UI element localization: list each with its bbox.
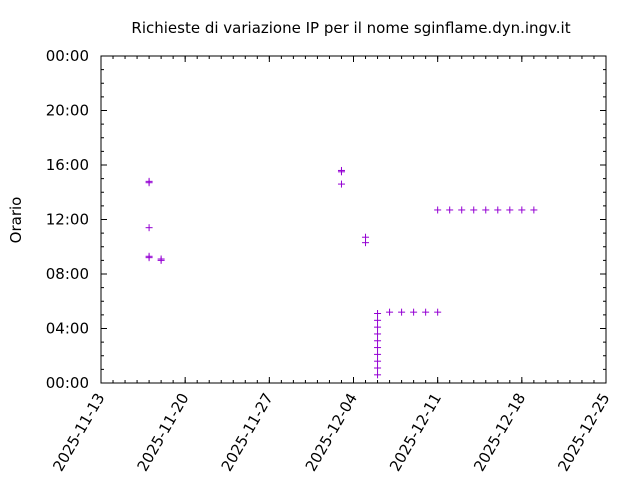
- x-tick-label: 2025-12-04: [302, 390, 361, 475]
- x-tick-label: 2025-11-13: [49, 390, 108, 475]
- data-point: [518, 206, 526, 214]
- data-point: [337, 168, 345, 176]
- y-tick-label: 16:00: [46, 156, 89, 174]
- y-axis-label: Orario: [7, 197, 25, 244]
- data-point: [374, 350, 382, 358]
- y-tick-label: 20:00: [46, 102, 89, 120]
- y-tick-label: 00:00: [46, 47, 89, 65]
- data-point: [434, 308, 442, 316]
- x-tick-label: 2025-11-27: [218, 390, 277, 475]
- data-point: [157, 256, 165, 264]
- x-tick-label: 2025-12-11: [386, 390, 445, 475]
- x-tick-label: 2025-12-25: [554, 390, 613, 475]
- data-point: [506, 206, 514, 214]
- chart-title: Richieste di variazione IP per il nome s…: [131, 19, 570, 37]
- data-point: [374, 337, 382, 345]
- data-point: [482, 206, 490, 214]
- data-point: [374, 323, 382, 331]
- data-point: [446, 206, 454, 214]
- data-point: [374, 310, 382, 318]
- data-point: [386, 308, 394, 316]
- data-point: [374, 330, 382, 338]
- data-point: [470, 206, 478, 214]
- data-point: [374, 364, 382, 372]
- data-point: [145, 252, 153, 260]
- data-point: [374, 357, 382, 365]
- data-point: [494, 206, 502, 214]
- y-tick-label: 04:00: [46, 320, 89, 338]
- y-tick-label: 00:00: [46, 374, 89, 392]
- data-point: [145, 179, 153, 187]
- data-point: [458, 206, 466, 214]
- data-point: [145, 224, 153, 232]
- data-point: [422, 308, 430, 316]
- x-axis-ticks: 2025-11-13 2025-11-20 2025-11-27 2025-12-04…: [49, 56, 613, 475]
- data-point: [362, 239, 370, 247]
- data-point: [337, 180, 345, 188]
- data-points: [145, 166, 538, 379]
- data-point: [434, 206, 442, 214]
- plot-frame: [100, 55, 607, 384]
- y-tick-label: 12:00: [46, 211, 89, 229]
- y-axis-ticks: 00:00 04:00 08:00 12:00 16:00 20:00 00:00: [46, 47, 606, 392]
- data-point: [410, 308, 418, 316]
- data-point: [374, 316, 382, 324]
- data-point: [398, 308, 406, 316]
- data-point: [374, 371, 382, 379]
- x-tick-label: 2025-12-18: [470, 390, 529, 475]
- data-point: [530, 206, 538, 214]
- data-point: [374, 344, 382, 352]
- x-tick-label: 2025-11-20: [133, 390, 192, 475]
- y-tick-label: 08:00: [46, 265, 89, 283]
